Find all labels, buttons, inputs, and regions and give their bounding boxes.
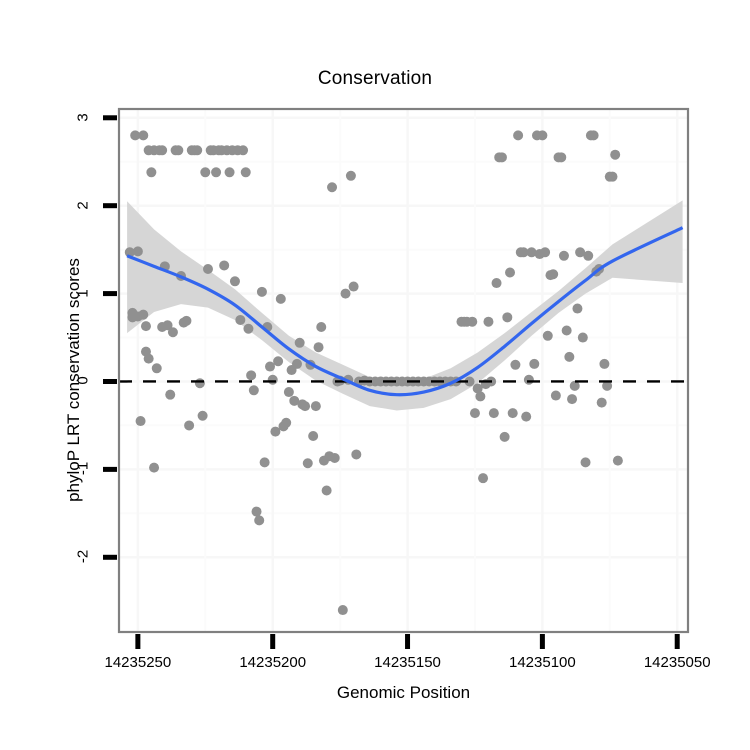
- loess-curve: [126, 226, 684, 397]
- axis-ticks: [103, 115, 680, 649]
- x-tick-label: 14235250: [104, 654, 172, 671]
- x-tick-label: 14235200: [239, 654, 307, 671]
- y-tick-label: 0: [74, 376, 92, 386]
- y-tick-label: -2: [74, 550, 92, 564]
- data-points: [124, 130, 623, 616]
- x-tick-label: 14235150: [374, 654, 441, 671]
- y-tick-label: 1: [74, 288, 92, 298]
- y-tick-label: 2: [74, 201, 92, 210]
- x-tick-label: 14235050: [643, 654, 711, 671]
- y-tick-label: 3: [74, 113, 92, 122]
- y-tick-label: -1: [74, 462, 92, 476]
- x-axis-label: Genomic Position: [336, 683, 471, 702]
- panel-border: [117, 107, 690, 634]
- page-title: Conservation: [317, 68, 433, 89]
- x-tick-label: 14235100: [509, 654, 576, 671]
